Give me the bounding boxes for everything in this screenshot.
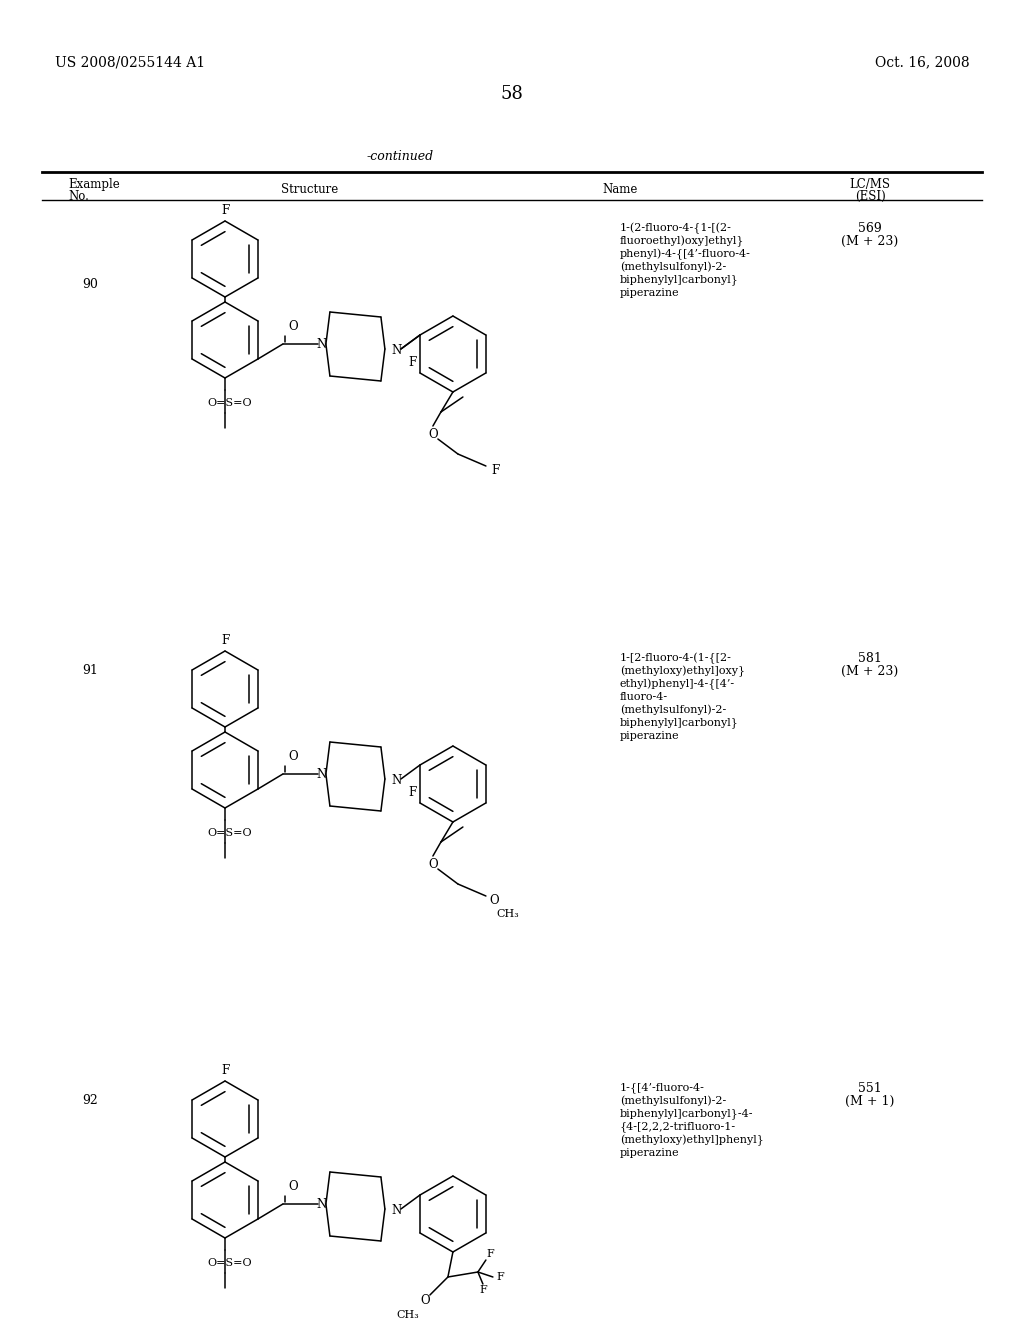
Text: No.: No.: [68, 190, 89, 203]
Text: 58: 58: [501, 84, 523, 103]
Text: biphenylyl]carbonyl}: biphenylyl]carbonyl}: [620, 718, 739, 729]
Text: 1-[2-fluoro-4-(1-{[2-: 1-[2-fluoro-4-(1-{[2-: [620, 652, 732, 664]
Text: N: N: [392, 775, 402, 788]
Text: (methylsulfonyl)-2-: (methylsulfonyl)-2-: [620, 705, 726, 715]
Text: O=S=O: O=S=O: [207, 399, 252, 408]
Text: O: O: [428, 428, 437, 441]
Text: F: F: [486, 1249, 494, 1259]
Text: 91: 91: [82, 664, 98, 676]
Text: F: F: [479, 1284, 486, 1295]
Text: biphenylyl]carbonyl}-4-: biphenylyl]carbonyl}-4-: [620, 1109, 754, 1119]
Text: piperazine: piperazine: [620, 731, 680, 741]
Text: (methylsulfonyl)-2-: (methylsulfonyl)-2-: [620, 261, 726, 272]
Text: 1-(2-fluoro-4-{1-[(2-: 1-(2-fluoro-4-{1-[(2-: [620, 222, 732, 234]
Text: O: O: [420, 1294, 430, 1307]
Text: F: F: [492, 465, 500, 478]
Text: 92: 92: [82, 1093, 97, 1106]
Text: (M + 1): (M + 1): [846, 1094, 895, 1107]
Text: O: O: [428, 858, 437, 870]
Text: {4-[2,2,2-trifluoro-1-: {4-[2,2,2-trifluoro-1-: [620, 1122, 736, 1133]
Text: 90: 90: [82, 279, 98, 292]
Text: 581: 581: [858, 652, 882, 664]
Text: ethyl)phenyl]-4-{[4’-: ethyl)phenyl]-4-{[4’-: [620, 678, 735, 689]
Text: (methyloxy)ethyl]phenyl}: (methyloxy)ethyl]phenyl}: [620, 1134, 764, 1146]
Text: phenyl)-4-{[4’-fluoro-4-: phenyl)-4-{[4’-fluoro-4-: [620, 248, 751, 260]
Text: O: O: [288, 319, 298, 333]
Text: US 2008/0255144 A1: US 2008/0255144 A1: [55, 55, 205, 69]
Text: N: N: [316, 767, 327, 780]
Text: Name: Name: [602, 183, 638, 195]
Text: piperazine: piperazine: [620, 288, 680, 298]
Text: F: F: [408, 787, 416, 800]
Text: CH₃: CH₃: [497, 909, 519, 919]
Text: LC/MS: LC/MS: [850, 178, 891, 191]
Text: O: O: [489, 895, 499, 908]
Text: O=S=O: O=S=O: [207, 1258, 252, 1269]
Text: F: F: [496, 1272, 504, 1282]
Text: 551: 551: [858, 1081, 882, 1094]
Text: (M + 23): (M + 23): [842, 664, 899, 677]
Text: N: N: [392, 345, 402, 358]
Text: fluoro-4-: fluoro-4-: [620, 692, 668, 702]
Text: (ESI): (ESI): [855, 190, 886, 203]
Text: O=S=O: O=S=O: [207, 828, 252, 838]
Text: N: N: [316, 1197, 327, 1210]
Text: piperazine: piperazine: [620, 1148, 680, 1158]
Text: F: F: [221, 635, 229, 648]
Text: biphenylyl]carbonyl}: biphenylyl]carbonyl}: [620, 275, 739, 285]
Text: (methyloxy)ethyl]oxy}: (methyloxy)ethyl]oxy}: [620, 665, 745, 677]
Text: Structure: Structure: [282, 183, 339, 195]
Text: -continued: -continued: [367, 150, 433, 162]
Text: Example: Example: [68, 178, 120, 191]
Text: (methylsulfonyl)-2-: (methylsulfonyl)-2-: [620, 1096, 726, 1106]
Text: (M + 23): (M + 23): [842, 235, 899, 248]
Text: N: N: [316, 338, 327, 351]
Text: F: F: [408, 356, 416, 370]
Text: F: F: [221, 205, 229, 218]
Text: O: O: [288, 750, 298, 763]
Text: 1-{[4’-fluoro-4-: 1-{[4’-fluoro-4-: [620, 1082, 705, 1093]
Text: Oct. 16, 2008: Oct. 16, 2008: [876, 55, 970, 69]
Text: O: O: [288, 1180, 298, 1192]
Text: F: F: [221, 1064, 229, 1077]
Text: fluoroethyl)oxy]ethyl}: fluoroethyl)oxy]ethyl}: [620, 235, 744, 247]
Text: 569: 569: [858, 222, 882, 235]
Text: N: N: [392, 1204, 402, 1217]
Text: CH₃: CH₃: [396, 1309, 419, 1320]
